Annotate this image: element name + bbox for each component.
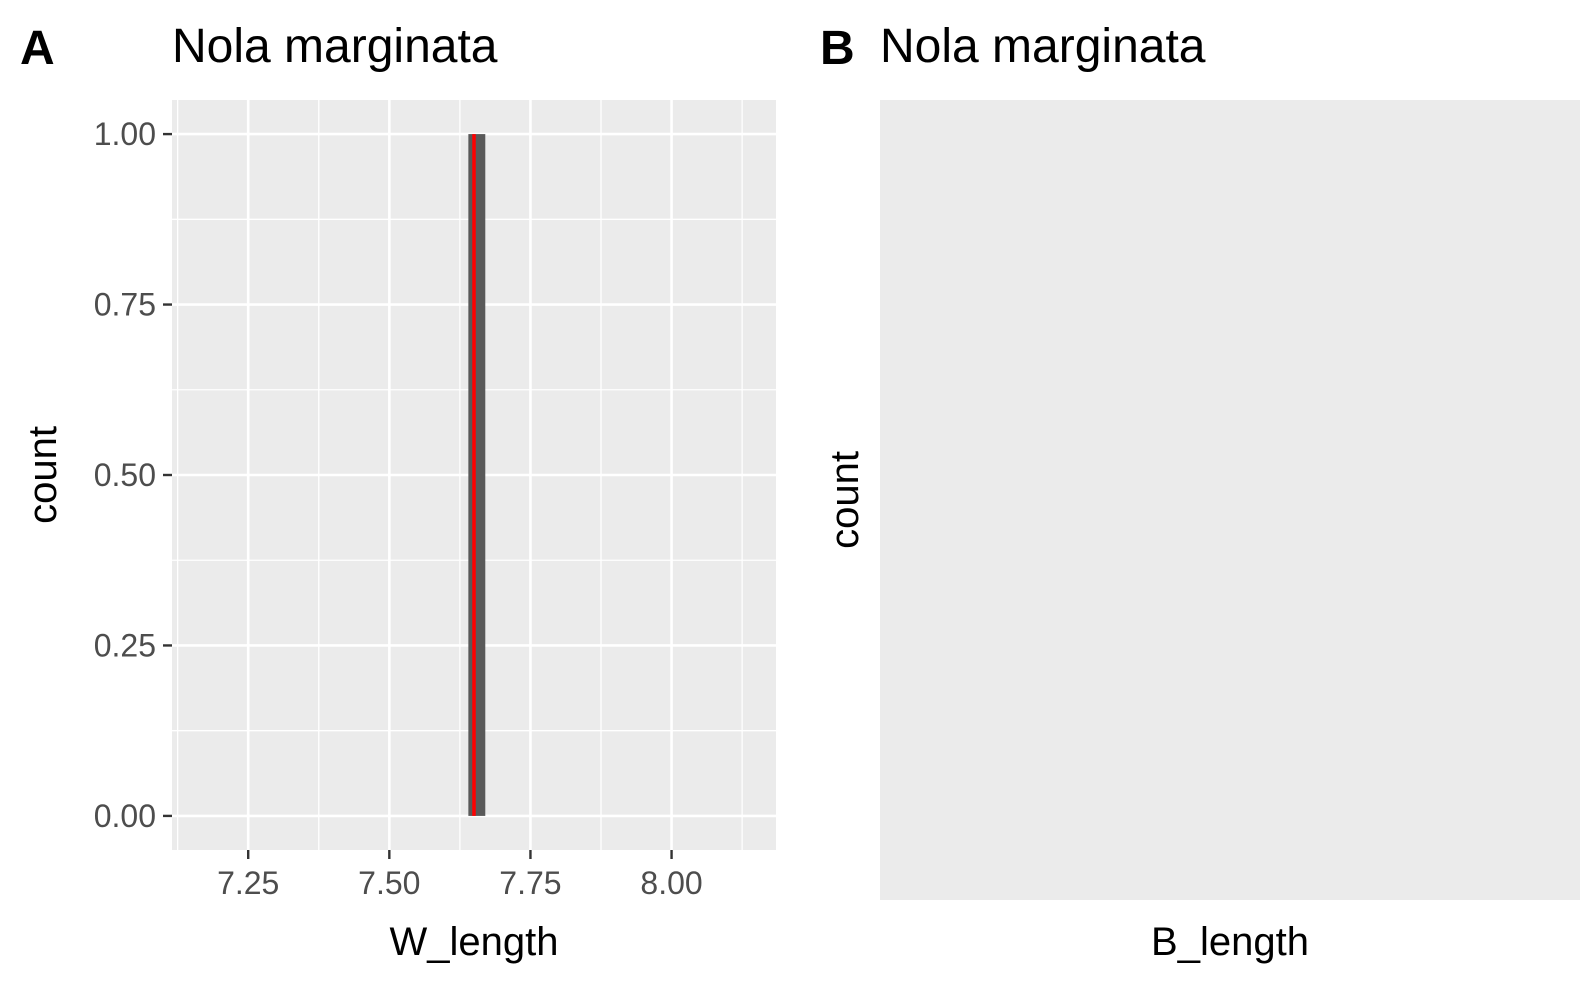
panel-a-y-tick-label: 1.00 [94, 116, 156, 152]
panel-b-y-axis-title: count [823, 451, 867, 549]
panel-a-bars [468, 134, 486, 816]
panel-a-x-tick-label: 7.75 [499, 865, 561, 901]
panel-b-tag: B [820, 22, 855, 75]
panel-a-tag: A [20, 22, 55, 75]
panel-b: B Nola marginata B_length count [820, 20, 1580, 964]
panel-b-x-axis-title: B_length [1151, 920, 1309, 964]
panel-a-y-tick-label: 0.00 [94, 798, 156, 834]
panel-a-title: Nola marginata [172, 20, 498, 73]
panel-a: A Nola marginata 7.25 7.50 7.75 8.00 0.000.… [20, 20, 776, 964]
panel-b-plot-area [880, 100, 1580, 900]
panel-a-y-ticks: 0.00 0.25 0.50 0.75 1.00 [94, 116, 172, 834]
panel-a-y-tick-label: 0.25 [94, 627, 156, 663]
panel-b-title: Nola marginata [880, 20, 1206, 73]
panel-a-x-axis-title: W_length [390, 920, 559, 964]
panel-a-x-tick-label: 7.25 [217, 865, 279, 901]
panel-a-x-ticks: 7.25 7.50 7.75 8.00 [217, 850, 703, 901]
panel-a-y-axis-title: count [21, 426, 65, 524]
panel-a-histogram-bar [468, 134, 486, 816]
panel-a-y-tick-label: 0.75 [94, 287, 156, 323]
panel-a-y-tick-label: 0.50 [94, 457, 156, 493]
panel-a-x-tick-label: 7.50 [358, 865, 420, 901]
panel-a-x-tick-label: 8.00 [640, 865, 702, 901]
